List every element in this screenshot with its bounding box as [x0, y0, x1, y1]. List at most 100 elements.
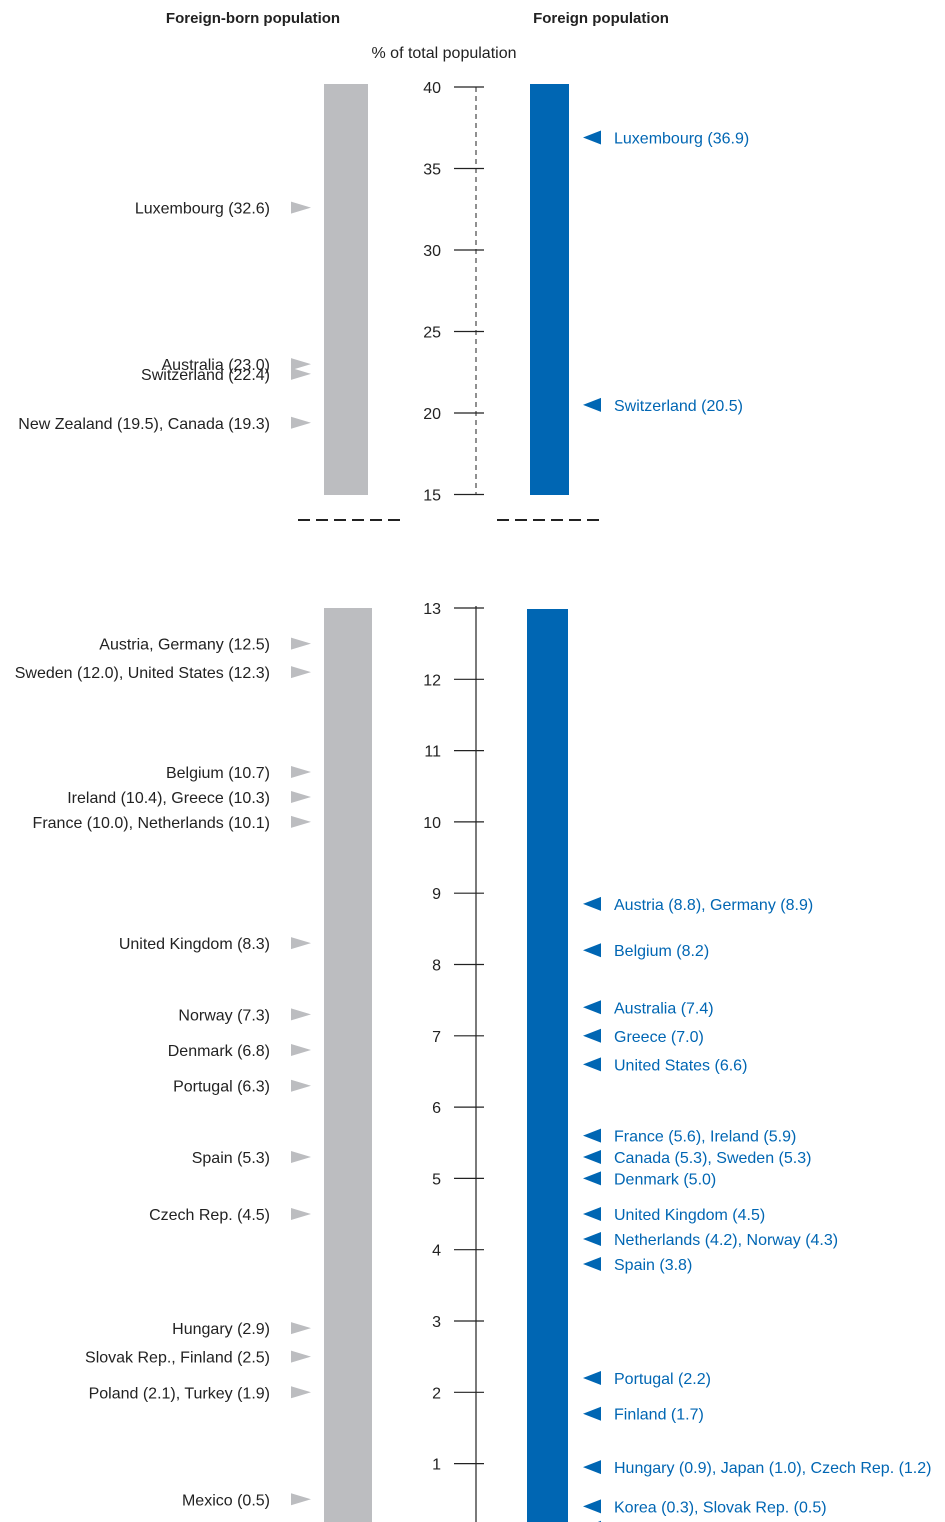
foreign-marker	[583, 1256, 601, 1271]
foreign-header: Foreign population	[533, 10, 669, 27]
foreign-born-marker	[291, 937, 311, 950]
lower-axis-tick-label-6: 6	[432, 1100, 441, 1117]
foreign-born-label: Spain (5.3)	[192, 1150, 270, 1167]
lower-axis-tick-label-12: 12	[423, 672, 441, 689]
foreign-born-marker	[291, 358, 311, 371]
foreign-label: Korea (0.3), Slovak Rep. (0.5)	[614, 1499, 827, 1516]
foreign-born-marker	[291, 1208, 311, 1221]
foreign-born-marker	[291, 815, 311, 828]
foreign-marker	[583, 1207, 601, 1222]
foreign-label: Hungary (0.9), Japan (1.0), Czech Rep. (…	[614, 1460, 931, 1477]
foreign-label: Australia (7.4)	[614, 1000, 714, 1017]
foreign-born-label: Czech Rep. (4.5)	[149, 1207, 270, 1224]
foreign-bar-upper	[530, 84, 569, 495]
foreign-born-labels: Luxembourg (32.6) Australia (23.0)Switzer…	[15, 201, 311, 1509]
lower-axis-tick-label-8: 8	[432, 958, 441, 975]
foreign-born-label: Poland (2.1), Turkey (1.9)	[89, 1385, 270, 1402]
foreign-label: Canada (5.3), Sweden (5.3)	[614, 1150, 811, 1167]
foreign-label: Greece (7.0)	[614, 1029, 704, 1046]
foreign-label: France (5.6), Ireland (5.9)	[614, 1129, 796, 1146]
foreign-born-marker	[291, 765, 311, 778]
foreign-marker	[583, 1406, 601, 1421]
foreign-label: United Kingdom (4.5)	[614, 1207, 765, 1224]
foreign-born-label: Sweden (12.0), United States (12.3)	[15, 665, 270, 682]
unit-label: % of total population	[372, 45, 517, 62]
lower-axis-tick-label-2: 2	[432, 1385, 441, 1402]
foreign-born-label: Hungary (2.9)	[172, 1321, 270, 1338]
foreign-born-label: Australia (23.0)	[162, 357, 271, 374]
foreign-born-label: Mexico (0.5)	[182, 1492, 270, 1509]
foreign-born-marker	[291, 1079, 311, 1092]
foreign-born-marker	[291, 790, 311, 803]
foreign-born-marker	[291, 367, 311, 380]
lower-axis-tick-label-1: 1	[432, 1457, 441, 1474]
foreign-born-label: Norway (7.3)	[178, 1007, 270, 1024]
foreign-born-label: France (10.0), Netherlands (10.1)	[33, 815, 270, 832]
foreign-born-label: New Zealand (19.5), Canada (19.3)	[18, 416, 270, 433]
lower-axis-tick-label-10: 10	[423, 815, 441, 832]
foreign-born-marker	[291, 1008, 311, 1021]
foreign-born-marker	[291, 1350, 311, 1363]
foreign-marker	[583, 1460, 601, 1475]
lower-axis-tick-label-3: 3	[432, 1314, 441, 1331]
foreign-bar-lower	[527, 609, 568, 1522]
foreign-marker	[583, 1150, 601, 1165]
foreign-marker	[583, 1499, 601, 1514]
foreign-born-marker	[291, 637, 311, 650]
foreign-born-header: Foreign-born population	[166, 10, 340, 27]
foreign-born-label: Slovak Rep., Finland (2.5)	[85, 1350, 270, 1367]
foreign-marker	[583, 1171, 601, 1186]
foreign-label: Belgium (8.2)	[614, 943, 709, 960]
foreign-label: Austria (8.8), Germany (8.9)	[614, 897, 813, 914]
lower-axis-tick-label-4: 4	[432, 1243, 441, 1260]
foreign-label: Spain (3.8)	[614, 1257, 692, 1274]
foreign-born-label: Ireland (10.4), Greece (10.3)	[67, 790, 270, 807]
foreign-born-label: Luxembourg (32.6)	[135, 201, 270, 218]
foreign-label: Luxembourg (36.9)	[614, 131, 749, 148]
foreign-label: Denmark (5.0)	[614, 1171, 716, 1188]
upper-axis-tick-label-20: 20	[423, 406, 441, 423]
upper-axis-tick-label-25: 25	[423, 325, 441, 342]
foreign-born-bar-upper	[324, 84, 368, 495]
foreign-born-label: Portugal (6.3)	[173, 1079, 270, 1096]
foreign-born-label: Austria, Germany (12.5)	[99, 637, 270, 654]
foreign-born-label: Belgium (10.7)	[166, 765, 270, 782]
lower-axis-ticks: 131211109876543210	[423, 601, 484, 1474]
foreign-born-marker	[291, 1151, 311, 1164]
upper-axis-tick-label-15: 15	[423, 488, 441, 505]
foreign-marker	[583, 130, 601, 145]
upper-axis-tick-label-40: 40	[423, 80, 441, 97]
foreign-marker	[583, 397, 601, 412]
foreign-born-marker	[291, 666, 311, 679]
foreign-marker	[583, 943, 601, 958]
lower-axis-tick-label-7: 7	[432, 1029, 441, 1046]
foreign-marker	[583, 1057, 601, 1072]
foreign-marker	[583, 1000, 601, 1015]
foreign-marker	[583, 1371, 601, 1386]
foreign-born-label: Denmark (6.8)	[168, 1043, 270, 1060]
lower-axis-tick-label-11: 11	[424, 744, 441, 761]
foreign-marker	[583, 1128, 601, 1143]
foreign-label: United States (6.6)	[614, 1057, 747, 1074]
foreign-born-marker	[291, 1044, 311, 1057]
foreign-marker	[583, 1028, 601, 1043]
lower-axis-tick-label-13: 13	[423, 601, 441, 618]
foreign-born-marker	[291, 1386, 311, 1399]
foreign-born-marker	[291, 416, 311, 429]
upper-axis-ticks: 40 35 30 25 20 15	[423, 80, 484, 505]
foreign-label: Finland (1.7)	[614, 1407, 704, 1424]
upper-axis-tick-label-30: 30	[423, 243, 441, 260]
lower-axis-tick-label-9: 9	[432, 886, 441, 903]
foreign-born-bar-lower	[324, 608, 372, 1522]
foreign-label: Switzerland (20.5)	[614, 398, 743, 415]
foreign-born-marker	[291, 1322, 311, 1335]
foreign-born-marker	[291, 1493, 311, 1506]
foreign-labels: Luxembourg (36.9) Switzerland (20.5) Austr…	[583, 130, 931, 1522]
upper-axis-tick-label-35: 35	[423, 162, 441, 179]
foreign-label: Poland (0.1)	[614, 1521, 701, 1522]
foreign-label: Netherlands (4.2), Norway (4.3)	[614, 1232, 838, 1249]
foreign-marker	[583, 896, 601, 911]
foreign-born-label: Switzerland (22.4)	[141, 367, 270, 384]
foreign-label: Portugal (2.2)	[614, 1371, 711, 1388]
